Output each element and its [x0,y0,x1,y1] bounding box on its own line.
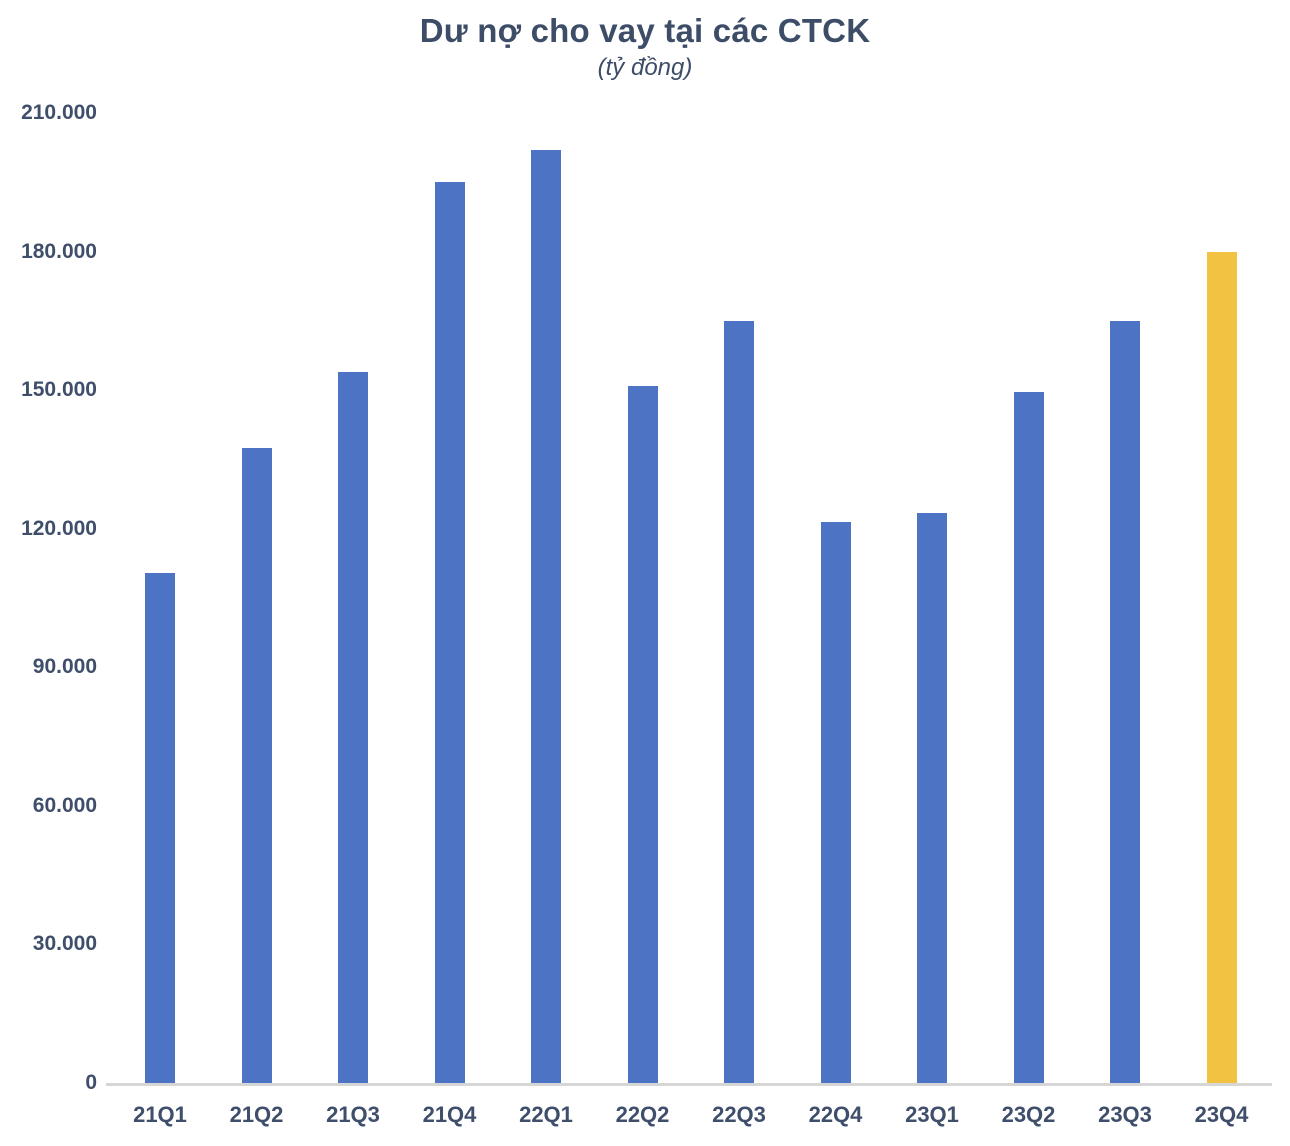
bar-23Q1 [917,512,947,1083]
bar-21Q3 [338,371,368,1083]
y-tick-label: 180.000 [21,239,97,263]
y-tick-label: 120.000 [21,516,97,540]
x-category-label: 22Q1 [519,1102,573,1127]
bar-22Q1 [531,149,561,1083]
y-tick-label: 150.000 [21,378,97,402]
x-category-label: 23Q3 [1098,1102,1152,1127]
y-tick-label: 60.000 [32,793,97,817]
bar-23Q3 [1110,320,1140,1083]
x-category-label: 21Q4 [422,1102,477,1127]
x-category-label: 22Q2 [615,1102,670,1127]
y-tick-label: 90.000 [32,655,97,679]
x-category-label: 22Q4 [808,1102,863,1127]
bar-22Q3 [724,320,754,1083]
x-category-label: 21Q2 [229,1102,284,1127]
y-tick-label: 210.000 [21,101,97,124]
bar-22Q2 [627,385,658,1083]
chart-title: Dư nợ cho vay tại các CTCK [419,12,871,49]
x-category-label: 23Q1 [905,1102,959,1127]
bar-23Q4 [1206,251,1237,1083]
bar-21Q1 [145,572,175,1083]
y-tick-label: 30.000 [32,932,97,956]
bar-23Q2 [1013,392,1044,1083]
x-category-label: 21Q3 [326,1102,380,1127]
x-category-label: 23Q2 [1001,1102,1056,1127]
x-category-label: 23Q4 [1194,1102,1249,1127]
bar-22Q4 [820,521,851,1083]
x-category-label: 21Q1 [133,1102,187,1127]
bar-21Q4 [434,182,465,1083]
y-tick-label: 0 [85,1071,97,1094]
bar-21Q2 [241,447,272,1083]
x-category-label: 22Q3 [712,1102,766,1127]
x-axis-line [106,1083,1272,1086]
chart-subtitle: (tỷ đồng) [597,54,693,81]
